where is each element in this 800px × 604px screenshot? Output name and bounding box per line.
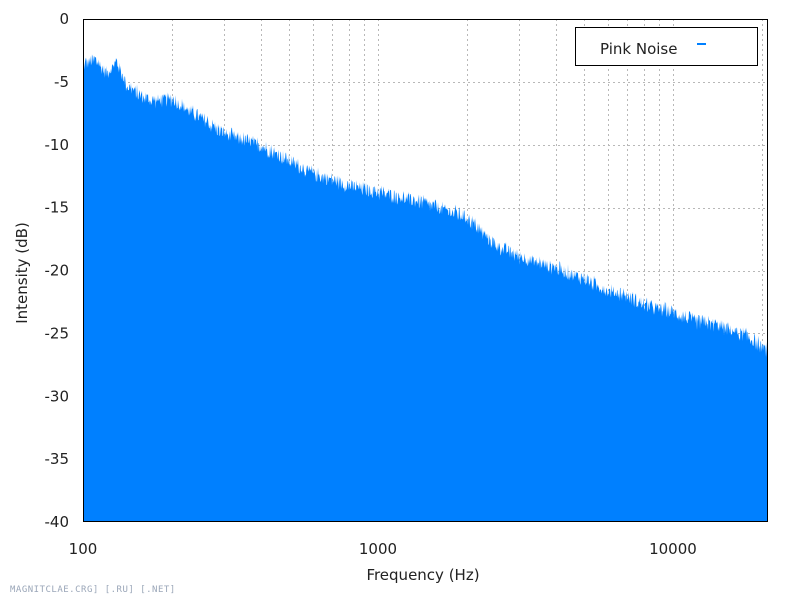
y-tick-label: -10 [45, 136, 70, 154]
x-axis-title: Frequency (Hz) [366, 566, 479, 584]
series-area-pink-noise [83, 54, 768, 523]
y-axis-title: Intensity (dB) [13, 222, 31, 324]
y-tick-label: -35 [45, 450, 70, 468]
plot-frame [83, 19, 768, 522]
legend-label: Pink Noise [600, 40, 677, 58]
y-axis-ticks: 0 -5 -10 -15 -20 -25 -30 -35 -40 [45, 10, 70, 531]
y-tick-label: 0 [59, 10, 69, 28]
y-tick-label: -30 [45, 387, 70, 405]
y-tick-label: -15 [45, 199, 70, 217]
y-tick-label: -20 [45, 262, 70, 280]
y-tick-label: -5 [54, 73, 69, 91]
legend: Pink Noise [575, 27, 758, 66]
x-tick-label: 10000 [649, 540, 697, 558]
x-tick-label: 1000 [359, 540, 397, 558]
y-tick-label: -40 [45, 513, 70, 531]
legend-box [575, 27, 758, 66]
watermark-text: MAGNITCLAE.CRG] [.RU] [.NET] [10, 585, 176, 595]
x-axis-ticks: 100 1000 10000 [69, 540, 697, 558]
y-tick-label: -25 [45, 324, 70, 342]
x-tick-label: 100 [69, 540, 98, 558]
